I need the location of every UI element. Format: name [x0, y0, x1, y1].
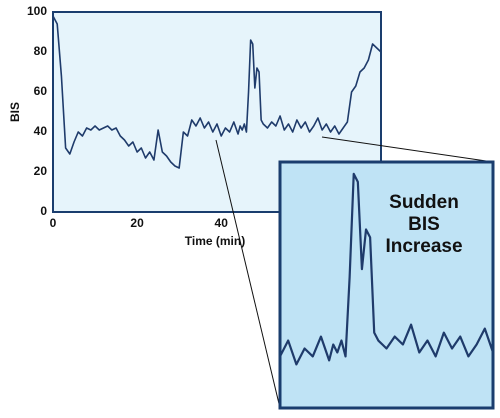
- x-tick-label: 20: [130, 216, 144, 230]
- x-axis-label: Time (min): [185, 234, 245, 248]
- y-tick-label: 40: [34, 124, 48, 138]
- y-tick-label: 20: [34, 164, 48, 178]
- zoom-connector: [321, 136, 494, 163]
- y-tick-label: 60: [34, 84, 48, 98]
- annotation: Increase: [385, 236, 462, 257]
- zoom-connector: [215, 139, 281, 409]
- annotation: Sudden: [389, 192, 459, 213]
- x-tick-label: 0: [50, 216, 57, 230]
- bis-line: [53, 15, 381, 169]
- inset-bis-line: [281, 172, 492, 366]
- y-tick-label: 80: [34, 44, 48, 58]
- inset-panel: [278, 160, 495, 410]
- x-tick-label: 40: [215, 216, 229, 230]
- y-axis-label: BIS: [8, 102, 22, 122]
- annotation: BIS: [408, 214, 440, 235]
- y-tick-label: 100: [27, 4, 47, 18]
- y-tick-label: 0: [40, 204, 47, 218]
